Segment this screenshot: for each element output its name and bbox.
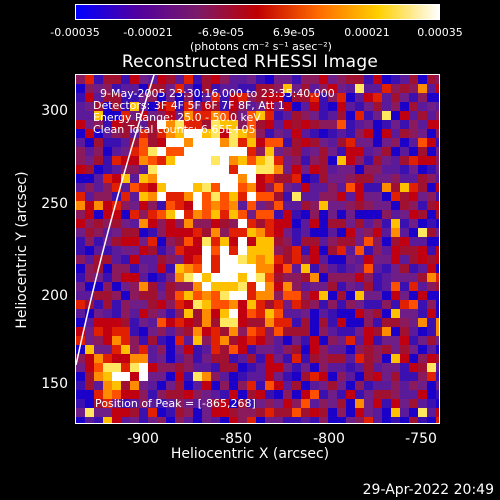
x-axis-tick: -900: [127, 431, 159, 447]
solar-limb: [76, 75, 155, 366]
info-time-range: 9-May-2005 23:30:16.000 to 23:35:40.000: [100, 87, 335, 100]
colorbar-tick: 0.00021: [344, 26, 390, 39]
colorbar-tick: -6.9e-05: [197, 26, 245, 39]
info-energy-range: Energy Range: 25.0 - 50.0 keV: [93, 111, 261, 124]
colorbar-tick: -0.00035: [50, 26, 100, 39]
image-plot-area: [75, 74, 440, 424]
y-axis-tick: 150: [41, 376, 68, 392]
y-axis-label: Heliocentric Y (arcsec): [14, 171, 30, 329]
colorbar: [75, 4, 440, 20]
x-axis-label: Heliocentric X (arcsec): [170, 446, 330, 462]
x-axis-tick: -800: [313, 431, 345, 447]
colorbar-tick: -0.00021: [123, 26, 173, 39]
info-detectors: Detectors: 3F 4F 5F 6F 7F 8F, Att 1: [93, 99, 285, 112]
colorbar-units: (photons cm⁻² s⁻¹ asec⁻²): [190, 40, 332, 53]
x-axis-tick: -750: [405, 431, 437, 447]
y-axis-tick: 200: [41, 288, 68, 304]
colorbar-tick: 6.9e-05: [272, 26, 316, 39]
image-heatmap: [76, 75, 439, 423]
plot-title: Reconstructed RHESSI Image: [121, 52, 379, 72]
colorbar-tick: 0.00035: [417, 26, 463, 39]
y-axis-tick: 250: [41, 196, 68, 212]
timestamp: 29-Apr-2022 20:49: [362, 482, 494, 498]
info-counts: Clean Total counts: 6.65E+05: [93, 123, 256, 136]
y-axis-tick: 300: [41, 103, 68, 119]
x-axis-tick: -850: [220, 431, 252, 447]
peak-position: Position of Peak = [-865,268]: [95, 397, 256, 410]
